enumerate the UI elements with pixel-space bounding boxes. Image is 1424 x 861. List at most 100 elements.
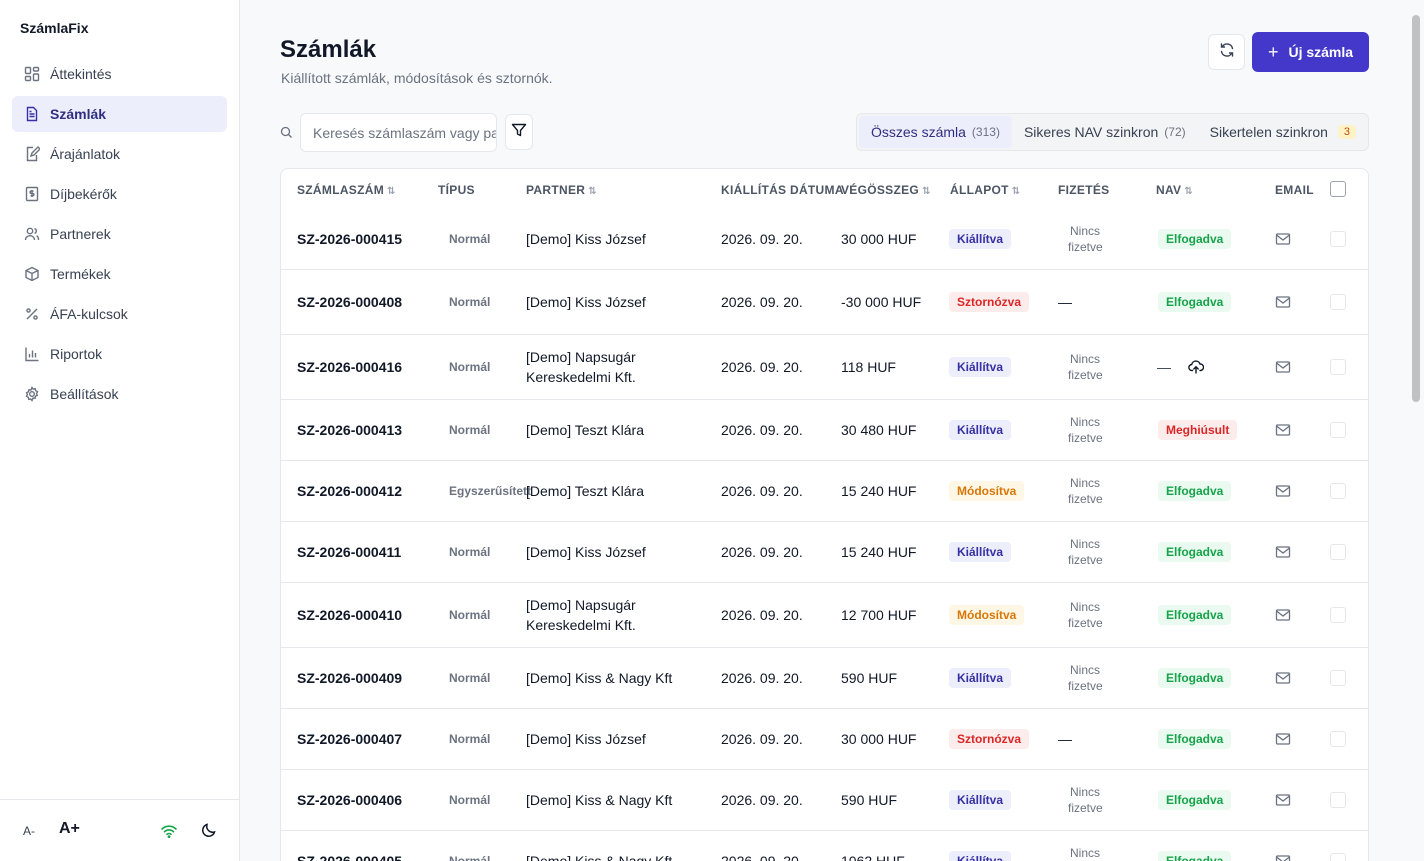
payment-status: —: [1058, 731, 1072, 747]
moon-icon[interactable]: [200, 821, 218, 839]
issue-date: 2026. 09. 20.: [721, 670, 803, 686]
status-badge: Kiállítva: [949, 790, 1012, 810]
row-checkbox[interactable]: [1330, 483, 1346, 499]
invoice-number[interactable]: SZ-2026-000405: [297, 853, 403, 861]
column-label: EMAIL: [1275, 183, 1314, 197]
invoice-number[interactable]: SZ-2026-000410: [297, 607, 403, 623]
row-checkbox[interactable]: [1330, 544, 1346, 560]
column-label: VÉGÖSSZEG: [841, 183, 920, 197]
row-checkbox[interactable]: [1330, 359, 1346, 375]
new-invoice-button[interactable]: + Új számla: [1252, 32, 1369, 72]
dashboard-icon: [24, 66, 40, 82]
sidebar-item-afa-kulcsok[interactable]: ÁFA-kulcsok: [12, 296, 227, 332]
invoice-type: Normál: [449, 423, 491, 437]
nav-status-badge: Elfogadva: [1158, 292, 1232, 312]
invoice-number[interactable]: SZ-2026-000415: [297, 231, 403, 247]
invoice-number[interactable]: SZ-2026-000412: [297, 483, 403, 499]
row-checkbox[interactable]: [1330, 607, 1346, 623]
invoice-type: Normál: [449, 732, 491, 746]
invoice-number[interactable]: SZ-2026-000411: [297, 544, 402, 560]
sidebar-item-beallitasok[interactable]: Beállítások: [12, 376, 227, 412]
table-row[interactable]: SZ-2026-000415 Normál [Demo] Kiss József 20…: [281, 209, 1368, 270]
refresh-button[interactable]: [1208, 34, 1245, 70]
row-checkbox[interactable]: [1330, 670, 1346, 686]
sidebar-item-dijbekerok[interactable]: Díjbekérők: [12, 176, 227, 212]
mail-icon[interactable]: [1275, 359, 1291, 375]
row-checkbox[interactable]: [1330, 731, 1346, 747]
sidebar-item-riportok[interactable]: Riportok: [12, 336, 227, 372]
col-header-status[interactable]: ÁLLAPOT ⇅: [950, 183, 1020, 197]
table-row[interactable]: SZ-2026-000405 Normál [Demo] Kiss & Nagy K…: [281, 831, 1368, 861]
invoice-total: 12 700 HUF: [841, 607, 917, 623]
col-header-total[interactable]: VÉGÖSSZEG ⇅: [841, 183, 931, 197]
table-row[interactable]: SZ-2026-000408 Normál [Demo] Kiss József 20…: [281, 270, 1368, 335]
table-row[interactable]: SZ-2026-000409 Normál [Demo] Kiss & Nagy K…: [281, 648, 1368, 709]
col-header-partner[interactable]: PARTNER ⇅: [526, 183, 597, 197]
mail-icon[interactable]: [1275, 670, 1291, 686]
mail-icon[interactable]: [1275, 294, 1291, 310]
invoice-number[interactable]: SZ-2026-000413: [297, 422, 403, 438]
row-checkbox[interactable]: [1330, 853, 1346, 861]
invoice-number[interactable]: SZ-2026-000409: [297, 670, 403, 686]
issue-date: 2026. 09. 20.: [721, 359, 803, 375]
partner-name: [Demo] Kiss & Nagy Kft: [526, 853, 673, 861]
invoice-number[interactable]: SZ-2026-000407: [297, 731, 403, 747]
search-icon: [280, 126, 293, 139]
cloud-upload-icon[interactable]: [1188, 359, 1205, 375]
search-input[interactable]: [300, 113, 497, 152]
table-row[interactable]: SZ-2026-000416 Normál [Demo] Napsugár Kere…: [281, 335, 1368, 400]
row-checkbox[interactable]: [1330, 231, 1346, 247]
font-decrease-button[interactable]: A-: [23, 824, 35, 838]
table-row[interactable]: SZ-2026-000410 Normál [Demo] Napsugár Kere…: [281, 583, 1368, 648]
mail-icon[interactable]: [1275, 231, 1291, 247]
tab-nav-success[interactable]: Sikeres NAV szinkron (72): [1012, 116, 1198, 148]
nav-status-badge: Elfogadva: [1158, 542, 1232, 562]
row-checkbox[interactable]: [1330, 422, 1346, 438]
col-header-email: EMAIL: [1275, 183, 1314, 197]
col-header-date[interactable]: KIÁLLÍTÁS DÁTUMA: [721, 183, 844, 197]
col-header-nav[interactable]: NAV ⇅: [1156, 183, 1193, 197]
invoice-total: -30 000 HUF: [841, 294, 922, 310]
tab-nav-failed[interactable]: Sikertelen szinkron 3: [1198, 116, 1368, 148]
bar-chart-icon: [24, 346, 40, 362]
table-row[interactable]: SZ-2026-000412 Egyszerűsített [Demo] Teszt…: [281, 461, 1368, 522]
mail-icon[interactable]: [1275, 544, 1291, 560]
table-row[interactable]: SZ-2026-000406 Normál [Demo] Kiss & Nagy K…: [281, 770, 1368, 831]
invoice-number[interactable]: SZ-2026-000408: [297, 294, 403, 310]
mail-icon[interactable]: [1275, 607, 1291, 623]
row-checkbox[interactable]: [1330, 294, 1346, 310]
row-checkbox[interactable]: [1330, 792, 1346, 808]
mail-icon[interactable]: [1275, 792, 1291, 808]
sidebar-item-termekek[interactable]: Termékek: [12, 256, 227, 292]
wifi-icon: [160, 822, 178, 840]
invoice-number[interactable]: SZ-2026-000416: [297, 359, 403, 375]
mail-icon[interactable]: [1275, 731, 1291, 747]
table-row[interactable]: SZ-2026-000413 Normál [Demo] Teszt Klára 20…: [281, 400, 1368, 461]
sidebar-item-arajanlatok[interactable]: Árajánlatok: [12, 136, 227, 172]
col-header-number[interactable]: SZÁMLASZÁM ⇅: [297, 183, 396, 197]
partner-name: [Demo] Napsugár Kereskedelmi Kft.: [526, 597, 636, 633]
tab-badge: 3: [1337, 125, 1357, 139]
sidebar-item-attekintes[interactable]: Áttekintés: [12, 56, 227, 92]
invoice-number[interactable]: SZ-2026-000406: [297, 792, 403, 808]
filter-button[interactable]: [505, 114, 533, 150]
status-badge: Kiállítva: [949, 420, 1012, 440]
sort-icon: ⇅: [387, 186, 396, 197]
table-row[interactable]: SZ-2026-000411 Normál [Demo] Kiss József 20…: [281, 522, 1368, 583]
tab-count: (72): [1164, 125, 1186, 139]
mail-icon[interactable]: [1275, 483, 1291, 499]
sidebar-item-partnerek[interactable]: Partnerek: [12, 216, 227, 252]
tab-all-invoices[interactable]: Összes számla (313): [859, 116, 1012, 148]
mail-icon[interactable]: [1275, 422, 1291, 438]
select-all-checkbox[interactable]: [1330, 181, 1346, 197]
payment-request-icon: [24, 186, 40, 202]
table-row[interactable]: SZ-2026-000407 Normál [Demo] Kiss József 20…: [281, 709, 1368, 770]
sidebar-item-szamlak[interactable]: Számlák: [12, 96, 227, 132]
plus-icon: +: [1267, 41, 1279, 62]
payment-status: Nincs fizetve: [1068, 785, 1103, 815]
partner-name: [Demo] Teszt Klára: [526, 422, 645, 438]
invoice-total: 30 480 HUF: [841, 422, 917, 438]
font-increase-button[interactable]: A+: [59, 820, 80, 837]
mail-icon[interactable]: [1275, 853, 1291, 861]
scrollbar-thumb[interactable]: [1412, 15, 1420, 402]
